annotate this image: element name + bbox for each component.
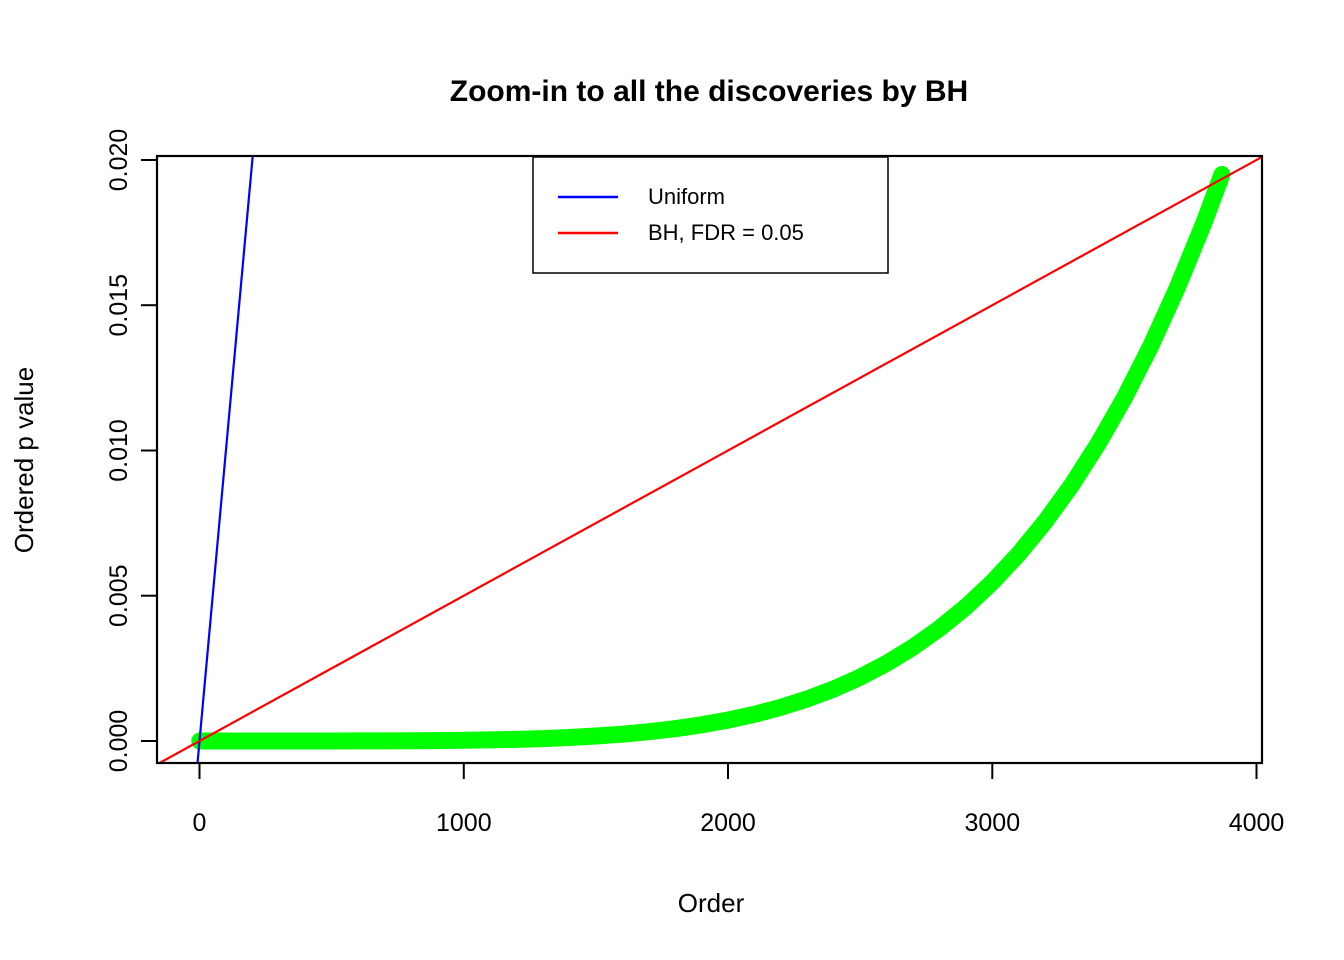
y-axis-title: Ordered p value xyxy=(9,367,39,553)
y-axis-ticks xyxy=(141,159,157,742)
x-tick-label: 4000 xyxy=(1229,809,1285,837)
plot-frame xyxy=(155,154,1264,765)
x-tick-label: 0 xyxy=(193,809,207,837)
x-tick-label: 3000 xyxy=(964,809,1020,837)
ordered-pvalues-curve xyxy=(191,166,1231,750)
x-tick-label: 1000 xyxy=(436,809,492,837)
x-axis-title: Order xyxy=(678,888,745,918)
legend-box xyxy=(532,156,889,274)
y-tick-label: 0.005 xyxy=(105,564,133,627)
chart-title: Zoom-in to all the discoveries by BH xyxy=(450,75,968,108)
legend-label-bh: BH, FDR = 0.05 xyxy=(648,220,804,245)
uniform-line xyxy=(196,155,254,764)
x-axis-ticks xyxy=(198,763,1258,779)
y-tick-label: 0.020 xyxy=(105,129,133,192)
y-tick-label: 0.015 xyxy=(105,274,133,337)
x-tick-label: 2000 xyxy=(700,809,756,837)
y-tick-label: 0.000 xyxy=(105,710,133,773)
x-axis-tick-labels: 0 1000 2000 3000 4000 xyxy=(193,809,1285,837)
y-tick-label: 0.010 xyxy=(105,419,133,482)
y-axis-tick-labels: 0.000 0.005 0.010 0.015 0.020 xyxy=(105,129,133,773)
bh-threshold-line xyxy=(158,155,1263,764)
legend-label-uniform: Uniform xyxy=(648,184,725,209)
legend: Uniform BH, FDR = 0.05 xyxy=(532,156,889,274)
